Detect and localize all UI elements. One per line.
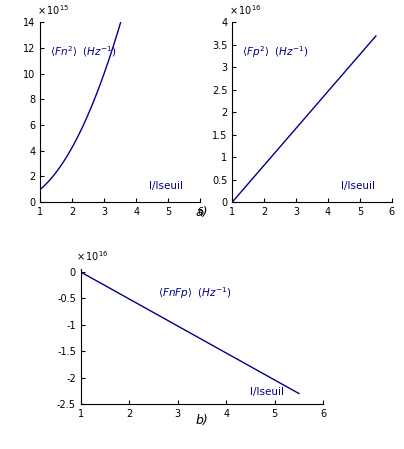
Text: b): b) (196, 414, 208, 427)
Text: $\langle Fn^2\rangle$  $(Hz^{-1})$: $\langle Fn^2\rangle$ $(Hz^{-1})$ (50, 44, 116, 59)
Text: $\times\,10^{15}$: $\times\,10^{15}$ (37, 4, 69, 17)
Text: I/Iseuil: I/Iseuil (250, 387, 284, 396)
Text: a): a) (196, 206, 208, 219)
Text: I/Iseuil: I/Iseuil (341, 181, 375, 191)
Text: $\times\,10^{16}$: $\times\,10^{16}$ (76, 250, 108, 263)
Text: $\langle FnFp\rangle$  $(Hz^{-1})$: $\langle FnFp\rangle$ $(Hz^{-1})$ (158, 286, 232, 301)
Text: I/Iseuil: I/Iseuil (149, 181, 183, 191)
Text: $\times\,10^{16}$: $\times\,10^{16}$ (229, 4, 262, 17)
Text: $\langle Fp^2\rangle$  $(Hz^{-1})$: $\langle Fp^2\rangle$ $(Hz^{-1})$ (242, 44, 308, 60)
